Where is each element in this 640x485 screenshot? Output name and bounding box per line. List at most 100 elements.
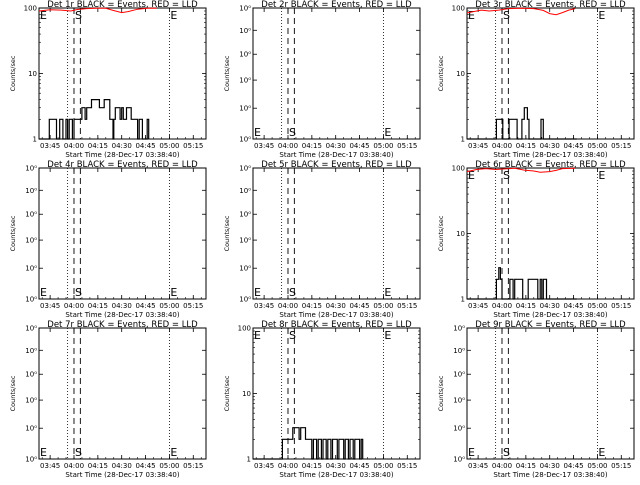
y-tick-label: 10⁰ (239, 165, 251, 173)
x-tick-label: 04:00 (64, 462, 84, 470)
y-tick-label: 10⁰ (25, 325, 37, 333)
end-marker: E (384, 126, 391, 139)
y-tick-label: 10⁰ (239, 237, 251, 245)
plot-frame (38, 167, 207, 300)
y-tick-label: 10⁰ (239, 296, 251, 304)
x-tick-label: 05:00 (587, 462, 607, 470)
panel-title: Det 1r BLACK = Events, RED = LLD (47, 0, 198, 10)
y-tick-label: 1 (461, 296, 465, 304)
x-tick-label: 04:45 (349, 462, 369, 470)
y-axis-label: Counts/sec (9, 215, 17, 251)
end-marker-left: E (254, 329, 261, 342)
y-axis-label: Counts/sec (223, 375, 231, 411)
panel-title: Det 4r BLACK = Events, RED = LLD (47, 160, 198, 170)
x-tick-label: 04:00 (278, 142, 298, 150)
y-tick-label: 10⁰ (239, 27, 251, 35)
panel-5: Det 5r BLACK = Events, RED = LLD 03:45 04:… (223, 160, 421, 319)
x-tick-label: 04:30 (540, 462, 560, 470)
panel-title: Det 6r BLACK = Events, RED = LLD (475, 160, 626, 170)
x-tick-label: 04:45 (135, 462, 155, 470)
x-tick-label: 05:00 (373, 142, 393, 150)
panel-2: Det 2r BLACK = Events, RED = LLD 03:45 04:… (223, 0, 421, 159)
start-marker: S (503, 9, 510, 22)
x-tick-label: 04:15 (302, 142, 322, 150)
end-marker-left: E (254, 126, 261, 139)
x-tick-label: 04:45 (135, 142, 155, 150)
y-tick-label: 10⁰ (239, 211, 251, 219)
panel-title: Det 5r BLACK = Events, RED = LLD (261, 160, 412, 170)
events-series (467, 267, 577, 300)
start-marker: S (75, 9, 82, 22)
y-tick-label: 10⁰ (239, 187, 251, 195)
end-marker-left: E (40, 286, 47, 299)
y-axis-label: Counts/sec (9, 375, 17, 411)
y-tick-label: 10⁰ (239, 5, 251, 13)
x-tick-label: 05:15 (183, 142, 203, 150)
x-tick-label: 05:00 (587, 142, 607, 150)
x-tick-label: 04:00 (278, 462, 298, 470)
end-marker: E (170, 286, 177, 299)
x-tick-label: 03:45 (468, 142, 488, 150)
panel-title: Det 9r BLACK = Events, RED = LLD (475, 320, 626, 330)
x-tick-label: 05:15 (611, 462, 631, 470)
y-axis-label: Counts/sec (437, 55, 445, 91)
x-axis-label: Start Time (28-Dec-17 03:38:40) (65, 311, 179, 319)
x-tick-label: 05:15 (397, 462, 417, 470)
y-axis-label: Counts/sec (223, 55, 231, 91)
end-marker: E (170, 446, 177, 459)
plot-frame (252, 7, 421, 140)
x-tick-label: 04:00 (492, 302, 512, 310)
end-marker-left: E (40, 446, 47, 459)
x-tick-label: 04:15 (88, 302, 108, 310)
x-tick-label: 03:45 (40, 142, 60, 150)
x-tick-label: 04:30 (326, 142, 346, 150)
end-marker: E (384, 286, 391, 299)
y-tick-label: 10⁰ (25, 187, 37, 195)
y-tick-label: 10⁰ (25, 265, 37, 273)
x-tick-label: 05:00 (373, 302, 393, 310)
y-tick-label: 10⁰ (25, 347, 37, 355)
x-axis-label: Start Time (28-Dec-17 03:38:40) (279, 471, 393, 479)
x-tick-label: 05:15 (183, 302, 203, 310)
panel-4: Det 4r BLACK = Events, RED = LLD 03:45 04:… (9, 160, 207, 319)
x-tick-label: 05:00 (373, 462, 393, 470)
y-axis-label: Counts/sec (437, 375, 445, 411)
y-tick-label: 10⁰ (453, 425, 465, 433)
x-tick-label: 04:30 (540, 302, 560, 310)
x-tick-label: 03:45 (254, 142, 274, 150)
end-marker: E (170, 9, 177, 22)
start-marker: S (289, 126, 296, 139)
x-tick-label: 04:30 (326, 462, 346, 470)
start-marker: S (503, 169, 510, 182)
x-tick-label: 04:15 (516, 142, 536, 150)
x-tick-label: 05:15 (611, 302, 631, 310)
x-tick-label: 04:00 (278, 302, 298, 310)
x-tick-label: 04:15 (88, 142, 108, 150)
x-tick-label: 03:45 (40, 302, 60, 310)
plot-frame (38, 7, 207, 140)
x-tick-label: 03:45 (40, 462, 60, 470)
x-tick-label: 04:45 (563, 142, 583, 150)
y-tick-label: 100 (452, 5, 465, 13)
y-tick-label: 10 (456, 70, 465, 78)
end-marker-left: E (40, 9, 47, 22)
panel-1: Det 1r BLACK = Events, RED = LLD 03:45 04:… (9, 0, 207, 159)
plot-frame (466, 327, 635, 460)
end-marker-left: E (254, 286, 261, 299)
plot-frame (38, 327, 207, 460)
y-tick-label: 10 (456, 230, 465, 238)
y-tick-label: 10⁰ (25, 165, 37, 173)
x-tick-label: 04:45 (135, 302, 155, 310)
plot-frame (252, 167, 421, 300)
y-tick-label: 100 (452, 165, 465, 173)
y-tick-label: 10⁰ (25, 456, 37, 464)
x-axis-label: Start Time (28-Dec-17 03:38:40) (65, 151, 179, 159)
start-marker: S (75, 446, 82, 459)
x-axis-label: Start Time (28-Dec-17 03:38:40) (493, 471, 607, 479)
x-tick-label: 04:15 (516, 302, 536, 310)
x-axis-label: Start Time (28-Dec-17 03:38:40) (279, 151, 393, 159)
start-marker: S (75, 286, 82, 299)
panel-3: Det 3r BLACK = Events, RED = LLD 03:45 04:… (437, 0, 635, 159)
x-tick-label: 04:00 (492, 142, 512, 150)
